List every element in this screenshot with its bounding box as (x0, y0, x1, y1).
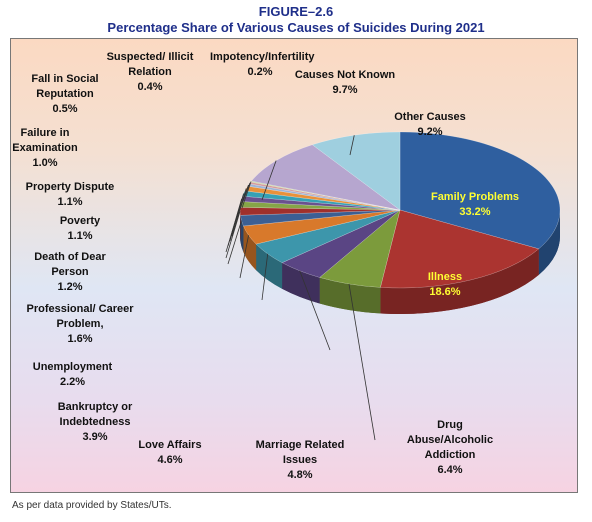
label-value: 2.2% (59, 376, 86, 388)
leader-line (237, 182, 251, 215)
pie-side (240, 215, 244, 252)
data-label: Property Dispute 1.1% (15, 180, 125, 210)
figure-label: FIGURE–2.6 (258, 4, 334, 19)
data-label: Failure in Examination 1.0% (0, 126, 90, 171)
leader-line (239, 235, 249, 279)
data-label: Bankruptcy or Indebtedness 3.9% (40, 400, 150, 445)
label-value: 6.4% (437, 464, 463, 476)
pie-slice (281, 209, 401, 278)
leader-line (227, 220, 242, 265)
leader-line (227, 198, 243, 247)
data-label: Death of Dear Person 1.2% (20, 250, 120, 295)
label-category: Impotency/Infertility (210, 51, 315, 63)
label-category: Illness (427, 271, 463, 283)
label-category: Other Causes (394, 111, 466, 123)
pie-side (282, 262, 320, 304)
data-label: Marriage Related Issues 4.8% (250, 438, 350, 483)
data-label: Family Problems 33.2% (415, 190, 535, 220)
data-label: Unemployment 2.2% (20, 360, 125, 390)
label-value: 1.6% (67, 333, 93, 345)
pie-side (538, 210, 560, 275)
leader-line (241, 181, 252, 209)
pie-side (319, 277, 381, 314)
label-value: 9.7% (332, 84, 358, 96)
label-value: 4.8% (287, 469, 313, 481)
pie-side (256, 244, 283, 289)
label-category: Suspected/ Illicit Relation (106, 51, 194, 78)
data-label: Other Causes 9.2% (380, 110, 480, 140)
label-value: 0.2% (247, 66, 273, 78)
pie-side (243, 225, 257, 271)
label-value: 1.1% (57, 196, 83, 208)
leader-line (348, 283, 376, 441)
label-value: 18.6% (429, 286, 461, 298)
label-category: Causes Not Known (294, 69, 396, 81)
leader-line (225, 211, 241, 259)
data-label: Impotency/Infertility 0.2% (210, 50, 315, 80)
label-category: Marriage Related Issues (255, 439, 345, 466)
data-label: Professional/ Career Problem, 1.6% (25, 302, 135, 347)
label-value: 0.5% (52, 103, 78, 115)
data-label: Fall in Social Reputation 0.5% (15, 72, 115, 117)
leader-line (261, 160, 277, 201)
label-value: 0.4% (137, 81, 163, 93)
label-value: 1.2% (57, 281, 83, 293)
data-label: Suspected/ Illicit Relation 0.4% (100, 50, 200, 95)
data-label: Causes Not Known 9.7% (290, 68, 400, 98)
label-value: 1.1% (67, 230, 93, 242)
label-value: 9.2% (417, 126, 443, 138)
label-category: Death of Dear Person (34, 251, 106, 278)
source-note: As per data provided by States/UTs. (12, 500, 172, 511)
data-label: Poverty 1.1% (40, 214, 120, 244)
leader-line (261, 253, 269, 301)
chart-title: Percentage Share of Various Causes of Su… (107, 20, 485, 35)
pie-slice (255, 209, 401, 263)
label-value: 3.9% (82, 431, 108, 443)
data-label: Illness 18.6% (400, 270, 490, 300)
label-category: Fall in Social Reputation (31, 73, 99, 100)
pie-slice (380, 209, 540, 289)
pie-slice (399, 131, 561, 250)
label-category: Poverty (59, 215, 101, 227)
label-category: Bankruptcy or Indebtedness (57, 401, 133, 428)
label-category: Failure in Examination (12, 127, 78, 154)
leader-line (349, 135, 355, 156)
data-label: Love Affairs 4.6% (130, 438, 210, 468)
label-value: 33.2% (459, 206, 491, 218)
pie-slice (319, 209, 401, 288)
label-category: Drug Abuse/Alcoholic Addiction (406, 419, 494, 461)
leader-line (299, 270, 331, 351)
label-value: 1.0% (32, 157, 58, 169)
pie-side (380, 248, 539, 314)
label-category: Professional/ Career Problem, (26, 303, 134, 330)
label-category: Unemployment (32, 361, 113, 373)
label-category: Family Problems (430, 191, 520, 203)
data-label: Drug Abuse/Alcoholic Addiction 6.4% (395, 418, 505, 478)
label-category: Property Dispute (25, 181, 115, 193)
label-category: Love Affairs (138, 439, 202, 451)
label-value: 4.6% (157, 454, 183, 466)
